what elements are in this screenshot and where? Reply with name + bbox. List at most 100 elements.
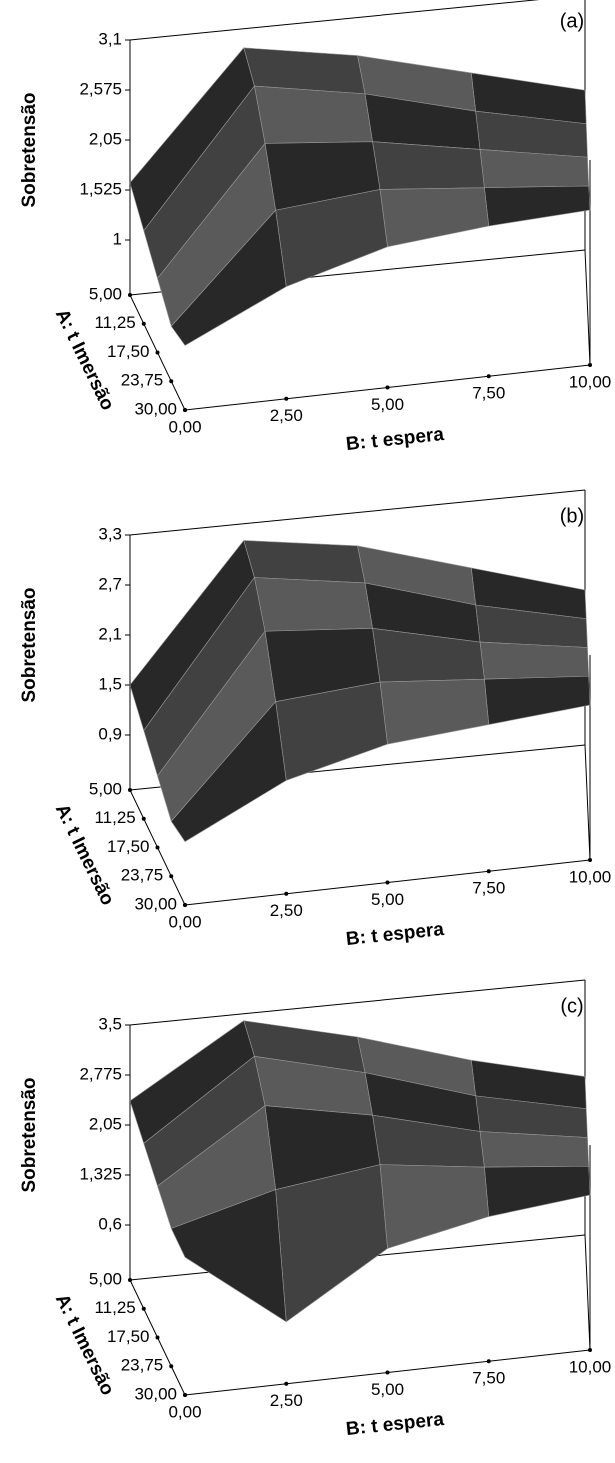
x-tick [588,858,592,862]
surface-patch [379,1164,490,1249]
x-tick-label: 5,00 [371,1380,404,1399]
z-tick-label: 2,575 [79,79,122,98]
y-tick-label: 11,25 [94,808,135,827]
x-tick-label: 0,00 [168,417,201,436]
y-tick [155,1335,160,1340]
x-tick [486,374,491,379]
x-tick [588,363,592,367]
surface-patch [254,85,373,144]
z-tick-label: 3,3 [98,524,122,543]
x-tick-label: 10,00 [569,867,612,886]
y-tick [169,379,174,384]
surface-patch [379,187,490,248]
z-tick-label: 3,1 [98,29,122,48]
y-tick-label: 17,50 [107,342,150,361]
z-tick-label: 0,9 [98,724,122,743]
y-tick [141,816,146,821]
x-tick [385,880,390,885]
y-tick-label: 30,00 [134,1384,177,1403]
x-tick [284,396,289,401]
surface-patch [479,641,590,680]
z-tick-label: 1,325 [79,1164,122,1183]
x-tick-label: 7,50 [472,879,505,898]
panel-label: (c) [560,995,583,1017]
y-tick [169,1364,174,1369]
y-tick-label: 5,00 [89,284,122,303]
x-tick-label: 7,50 [472,384,505,403]
z-axis-label: Sobretensão [19,587,40,702]
box-edge [584,744,591,861]
x-tick-label: 0,00 [168,912,201,931]
y-tick [155,350,160,355]
y-tick-label: 17,50 [107,837,150,856]
x-axis-label: B: t espera [345,919,445,950]
x-tick-label: 10,00 [569,372,612,391]
surface-patch [275,1164,388,1323]
x-tick [284,891,289,896]
box-edge [129,979,586,1026]
x-tick [385,1370,390,1375]
x-tick [486,869,491,874]
x-tick [385,385,390,390]
x-tick-label: 5,00 [371,890,404,909]
y-tick [141,1306,146,1311]
z-tick-label: 3,5 [98,1014,122,1033]
x-axis-label: B: t espera [345,1409,445,1440]
panel-label: (a) [560,10,584,32]
y-tick-label: 11,25 [94,313,135,332]
y-tick-label: 30,00 [134,894,177,913]
box-edge [129,0,540,41]
x-tick-label: 2,50 [270,901,303,920]
y-tick-label: 17,50 [107,1327,150,1346]
x-tick-label: 2,50 [270,406,303,425]
y-tick [183,408,187,412]
x-tick [486,1359,491,1364]
surface-patch [484,185,591,227]
x-tick-label: 2,50 [270,1391,303,1410]
z-tick-label: 2,05 [89,129,122,148]
surface-patch [484,1165,591,1217]
x-tick [284,1381,289,1386]
y-tick [183,903,187,907]
surface-patch [379,678,490,745]
surface-patch [484,675,591,725]
y-tick-label: 11,25 [94,1298,135,1317]
surface-patch [479,1131,590,1168]
y-tick [141,321,146,326]
z-tick-label: 1 [113,229,122,248]
surface-patch [243,540,366,584]
y-tick [183,1393,187,1397]
z-tick-label: 2,05 [89,1114,122,1133]
z-axis-label: Sobretensão [19,1077,40,1192]
z-axis-label: Sobretensão [19,92,40,207]
x-tick-label: 0,00 [168,1402,201,1421]
surface-patch [170,1189,287,1323]
surface-patch [372,141,485,190]
surface-patch [170,700,287,843]
y-tick-label: 30,00 [134,399,177,418]
y-tick-label: 23,75 [121,371,164,390]
y-tick-label: 23,75 [121,866,164,885]
z-tick-label: 2,775 [79,1064,122,1083]
z-tick-label: 2,7 [98,574,122,593]
x-tick-label: 5,00 [371,395,404,414]
x-tick-label: 7,50 [472,1369,505,1388]
y-tick [155,845,160,850]
box-edge [584,249,591,366]
y-tick [128,788,132,792]
z-tick-label: 0,6 [98,1214,122,1233]
x-axis-label: B: t espera [345,424,445,455]
z-tick-label: 1,525 [79,179,122,198]
y-tick [128,1278,132,1282]
y-tick [128,293,132,297]
x-tick [588,1348,592,1352]
y-tick-label: 5,00 [89,1269,122,1288]
z-tick-label: 2,1 [98,624,122,643]
y-tick-label: 5,00 [89,779,122,798]
box-edge [129,489,586,536]
z-tick-label: 1,5 [98,674,122,693]
surface-patch [170,209,287,346]
x-tick-label: 10,00 [569,1357,612,1376]
